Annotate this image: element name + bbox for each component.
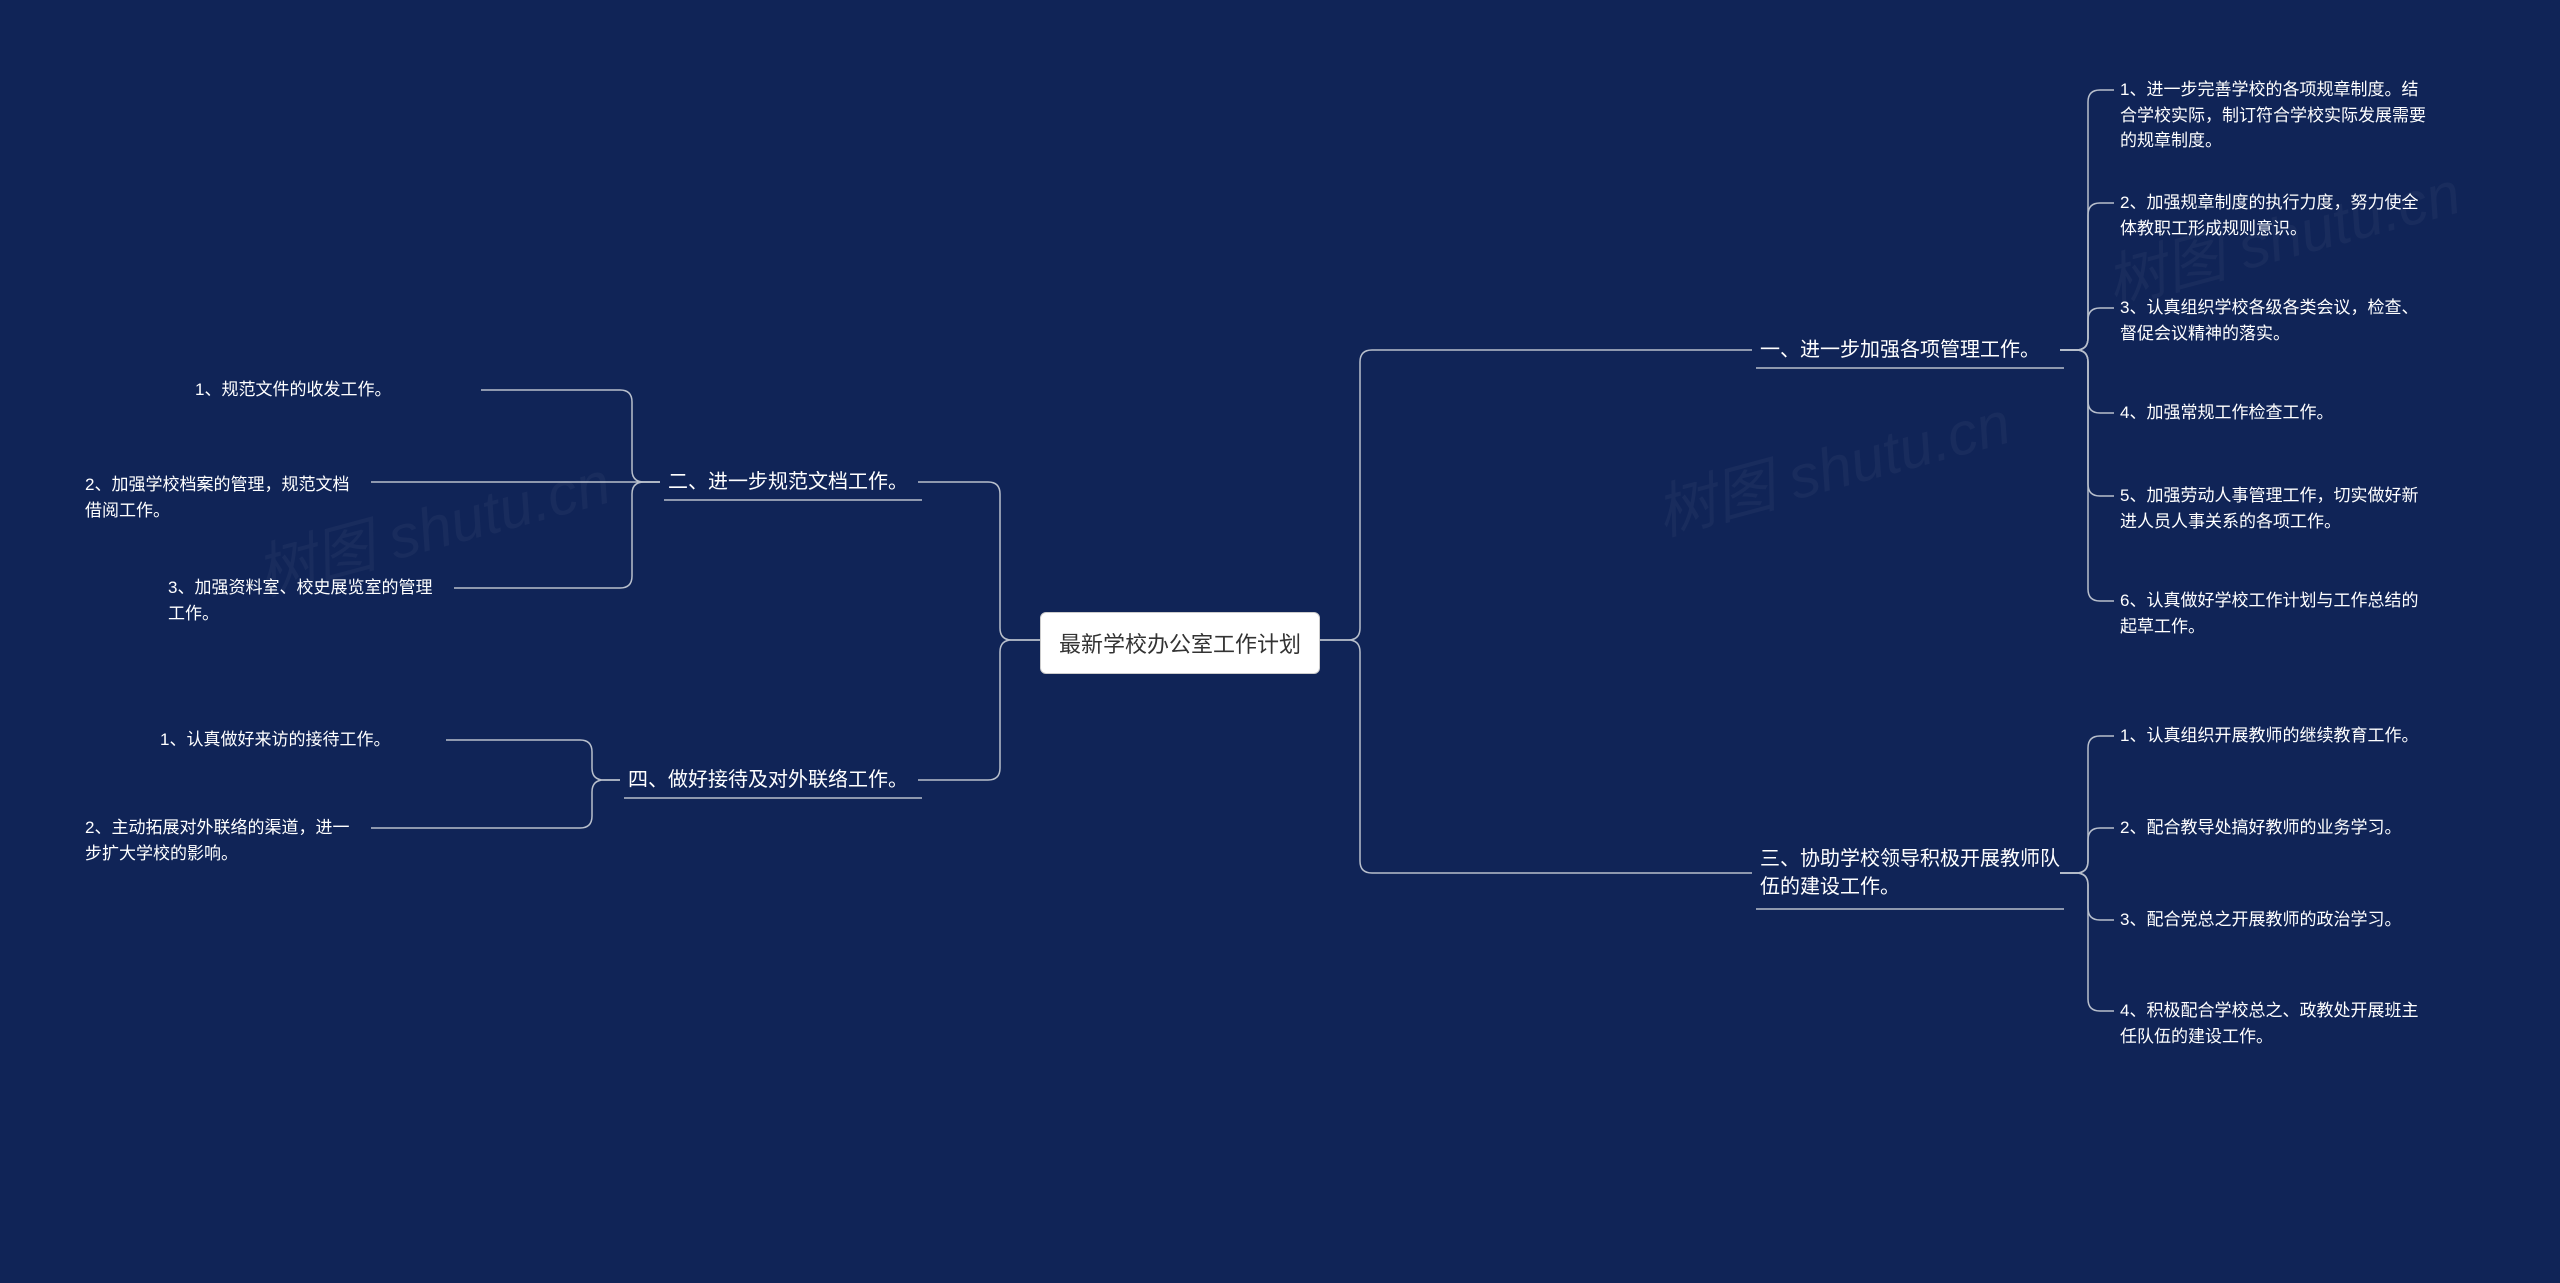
leaf-r2-1: 1、认真组织开展教师的继续教育工作。: [2120, 723, 2430, 749]
leaf-l1-3: 3、加强资料室、校史展览室的管理工作。: [168, 575, 448, 626]
leaf-r1-3: 3、认真组织学校各级各类会议，检查、督促会议精神的落实。: [2120, 295, 2430, 346]
branch-left-2: 四、做好接待及对外联络工作。: [628, 766, 908, 794]
leaf-r1-5: 5、加强劳动人事管理工作，切实做好新进人员人事关系的各项工作。: [2120, 483, 2430, 534]
watermark: 树图 shutu.cn: [1645, 374, 2019, 552]
branch-right-2: 三、协助学校领导积极开展教师队伍的建设工作。: [1760, 845, 2060, 901]
leaf-l2-2: 2、主动拓展对外联络的渠道，进一步扩大学校的影响。: [85, 815, 365, 866]
leaf-l1-2: 2、加强学校档案的管理，规范文档借阅工作。: [85, 472, 365, 523]
leaf-r2-3: 3、配合党总之开展教师的政治学习。: [2120, 907, 2430, 933]
branch-left-1: 二、进一步规范文档工作。: [668, 468, 908, 496]
leaf-l1-1: 1、规范文件的收发工作。: [195, 377, 475, 403]
leaf-r1-1: 1、进一步完善学校的各项规章制度。结合学校实际，制订符合学校实际发展需要的规章制…: [2120, 77, 2430, 154]
leaf-l2-1: 1、认真做好来访的接待工作。: [160, 727, 440, 753]
leaf-r1-2: 2、加强规章制度的执行力度，努力使全体教职工形成规则意识。: [2120, 190, 2430, 241]
leaf-r1-6: 6、认真做好学校工作计划与工作总结的起草工作。: [2120, 588, 2430, 639]
leaf-r2-2: 2、配合教导处搞好教师的业务学习。: [2120, 815, 2430, 841]
leaf-r2-4: 4、积极配合学校总之、政教处开展班主任队伍的建设工作。: [2120, 998, 2430, 1049]
branch-right-1: 一、进一步加强各项管理工作。: [1760, 336, 2040, 364]
leaf-r1-4: 4、加强常规工作检查工作。: [2120, 400, 2430, 426]
root-node: 最新学校办公室工作计划: [1040, 612, 1320, 674]
